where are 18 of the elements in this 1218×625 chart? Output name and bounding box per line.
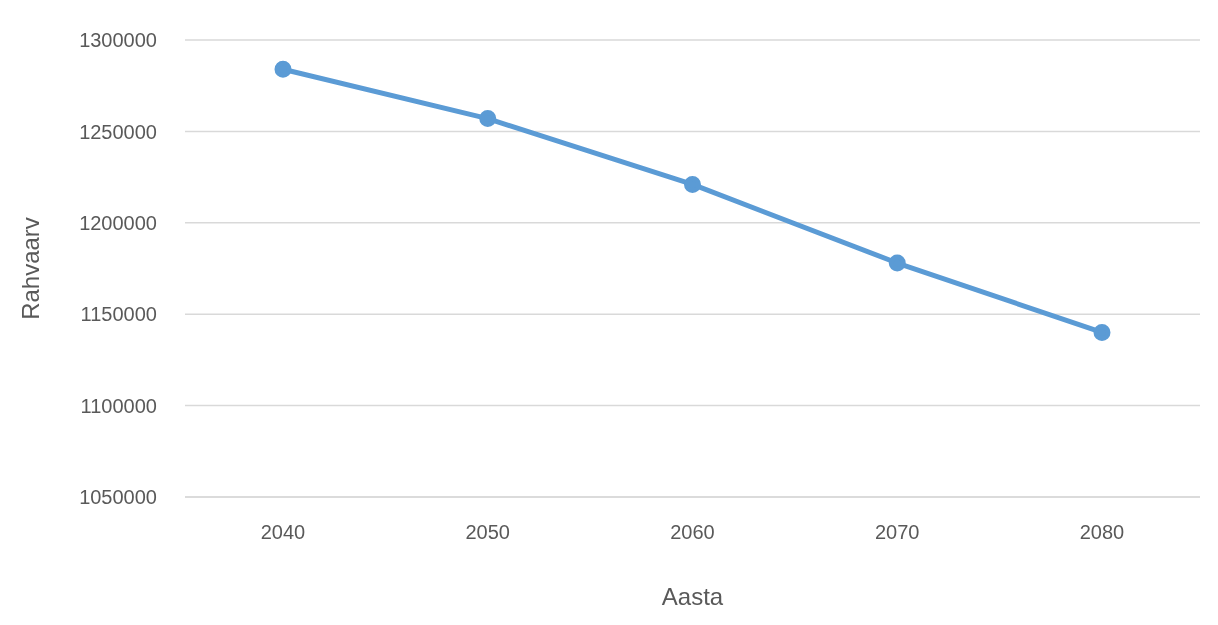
x-tick-label: 2070: [875, 521, 920, 544]
x-axis-title: Aasta: [661, 583, 724, 610]
x-tick-label: 2040: [260, 521, 306, 544]
y-tick-label: 1300000: [79, 29, 157, 52]
x-tick-label: 2050: [465, 521, 510, 544]
x-tick-label: 2080: [1079, 521, 1125, 544]
point: [479, 110, 497, 128]
y-tick-label: 1150000: [80, 303, 157, 326]
x-tick-label: 2060: [670, 521, 715, 544]
point: [274, 60, 292, 78]
y-tick-label: 1200000: [79, 211, 157, 234]
point: [1093, 323, 1111, 341]
y-axis-title: Rahvaarv: [16, 217, 44, 320]
y-tick-label: 1250000: [79, 120, 157, 143]
point: [888, 254, 906, 272]
point: [684, 175, 701, 193]
y-tick-label: 1100000: [80, 394, 157, 417]
y-tick-label: 1050000: [79, 486, 157, 509]
